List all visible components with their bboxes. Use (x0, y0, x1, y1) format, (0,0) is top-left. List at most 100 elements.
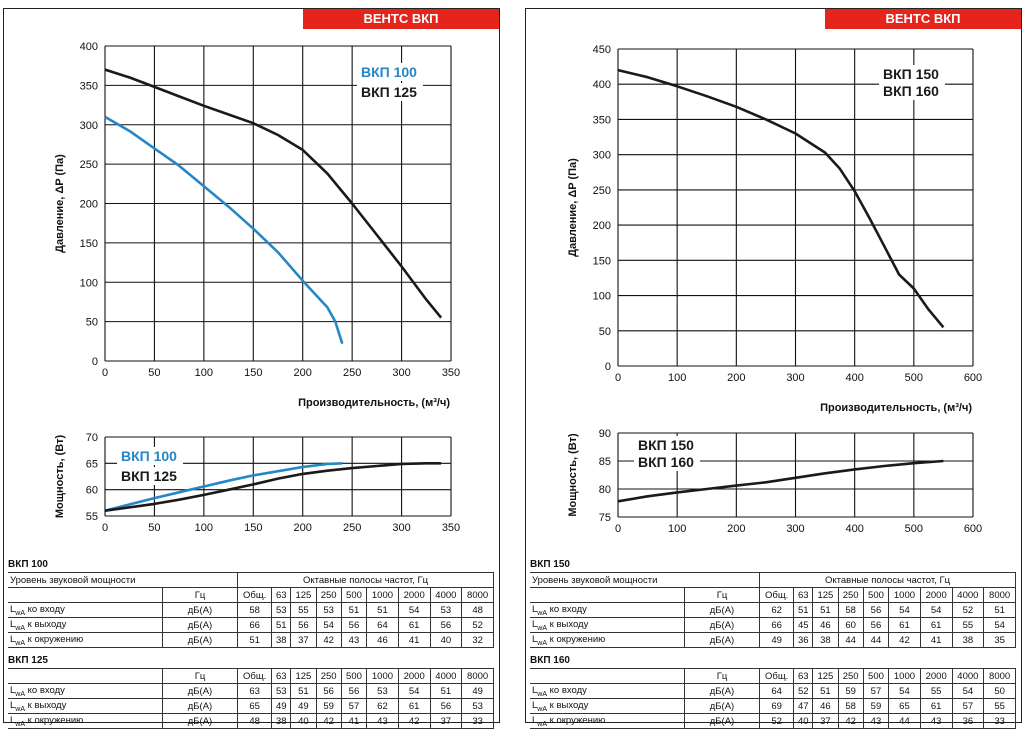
row-label: LwA ко входу (8, 602, 163, 618)
header-hz: Гц (162, 668, 238, 684)
header-cell: 4000 (429, 587, 463, 603)
x-tick-label: 200 (727, 523, 745, 535)
table-cell: 56 (429, 698, 463, 714)
table-cell: 60 (837, 617, 864, 633)
y-tick-label: 200 (80, 199, 98, 211)
row-label: LwA к выходу (530, 698, 685, 714)
table-cell: 51 (271, 617, 292, 633)
table-cell: 57 (951, 698, 985, 714)
table-cell: 52 (461, 617, 494, 633)
y-tick-label: 150 (593, 255, 611, 267)
x-axis-label: Производительность, (м³/ч) (820, 402, 972, 414)
table-cell: 54 (951, 683, 985, 699)
table-cell: 54 (983, 617, 1016, 633)
bands-caption: Октавные полосы частот, Гц (759, 572, 1016, 588)
table-row: LwA к выходу дБ(А) 69 47 46 58 59 65 61 57 55 (530, 698, 1016, 714)
row-unit: дБ(А) (162, 698, 238, 714)
header-cell: 63 (271, 668, 292, 684)
header-cell: 125 (812, 668, 839, 684)
legend-bg (879, 82, 945, 100)
header-cell: 63 (793, 668, 814, 684)
table-cell: 44 (862, 632, 890, 648)
table-cell: 51 (236, 632, 273, 648)
table-cell: 38 (951, 632, 985, 648)
header-cell: 500 (862, 668, 890, 684)
table-row: LwA ко входу дБ(А) 62 51 51 58 56 54 54 52 51 (530, 602, 1016, 618)
header-hz: Гц (684, 587, 760, 603)
table-cell: 45 (793, 617, 814, 633)
table-cell: 51 (340, 602, 368, 618)
table-cell: 37 (429, 713, 463, 729)
legend-bg (634, 436, 700, 454)
legend-bg (357, 83, 423, 101)
header-blank (8, 587, 163, 603)
legend-bg (117, 447, 183, 465)
table-title: ВКП 100 (8, 559, 48, 570)
table-cell: 51 (983, 602, 1016, 618)
legend-bg (357, 63, 423, 81)
x-tick-label: 100 (668, 523, 686, 535)
table-cell: 49 (290, 698, 317, 714)
x-tick-label: 50 (148, 522, 160, 534)
row-label: LwA к окружению (8, 713, 163, 729)
series-line (104, 462, 343, 512)
table-cell: 53 (429, 602, 463, 618)
x-tick-label: 400 (845, 523, 863, 535)
header-cell: 2000 (919, 668, 953, 684)
y-tick-label: 85 (599, 456, 611, 468)
row-label: LwA к окружению (530, 632, 685, 648)
table-row: LwA к окружению дБ(А) 48 38 40 42 41 43 42 37 33 (8, 713, 494, 729)
table-cell: 41 (919, 632, 953, 648)
table-cell: 59 (862, 698, 890, 714)
header-cell: 4000 (429, 668, 463, 684)
x-tick-label: 150 (244, 522, 262, 534)
table-cell: 46 (812, 617, 839, 633)
x-tick-label: 0 (615, 523, 621, 535)
legend-bg (879, 65, 945, 83)
row-unit: дБ(А) (684, 683, 760, 699)
table-cell: 49 (758, 632, 795, 648)
table-cell: 41 (340, 713, 368, 729)
legend-entry: ВКП 150 (883, 66, 939, 82)
x-tick-label: 200 (294, 367, 312, 379)
header-cell: 63 (271, 587, 292, 603)
legend-entry: ВКП 125 (361, 84, 417, 100)
table-cell: 57 (862, 683, 890, 699)
table-cell: 55 (919, 683, 953, 699)
row-label: LwA к выходу (8, 698, 163, 714)
table-cell: 37 (812, 713, 839, 729)
table-cell: 53 (271, 683, 292, 699)
y-tick-label: 400 (80, 41, 98, 53)
x-tick-label: 400 (845, 372, 863, 384)
table-row: LwA к окружению дБ(А) 52 40 37 42 43 44 43 36 33 (530, 713, 1016, 729)
table-cell: 43 (919, 713, 953, 729)
table-cell: 56 (862, 602, 890, 618)
table-top-label: Уровень звуковой мощности (8, 572, 238, 588)
table-cell: 64 (758, 683, 795, 699)
table-cell: 42 (837, 713, 864, 729)
table-cell: 62 (366, 698, 399, 714)
y-tick-label: 350 (593, 114, 611, 126)
header-cell: 125 (812, 587, 839, 603)
table-cell: 59 (315, 698, 342, 714)
table-cell: 65 (888, 698, 921, 714)
table-cell: 53 (271, 602, 292, 618)
y-tick-label: 0 (605, 361, 611, 373)
x-tick-label: 300 (392, 367, 410, 379)
table-row: LwA ко входу дБ(А) 58 53 55 53 51 51 54 53 48 (8, 602, 494, 618)
x-tick-label: 0 (615, 372, 621, 384)
table-cell: 41 (397, 632, 431, 648)
row-label: LwA ко входу (530, 683, 685, 699)
header-blank (530, 668, 685, 684)
y-tick-label: 0 (92, 356, 98, 368)
header-cell: 2000 (919, 587, 953, 603)
table-cell: 49 (461, 683, 494, 699)
table-title: ВКП 160 (530, 655, 570, 666)
chart-group: 0 50 100 150 200 250 300 350 55 60 65 70 Мощность, (… (54, 432, 460, 534)
table-title: ВКП 150 (530, 559, 570, 570)
legend-entry: ВКП 100 (121, 448, 177, 464)
table-caption-row: Уровень звуковой мощности Октавные полосы… (8, 572, 494, 588)
table-cell: 36 (951, 713, 985, 729)
table-cell: 53 (461, 698, 494, 714)
x-tick-label: 500 (905, 372, 923, 384)
